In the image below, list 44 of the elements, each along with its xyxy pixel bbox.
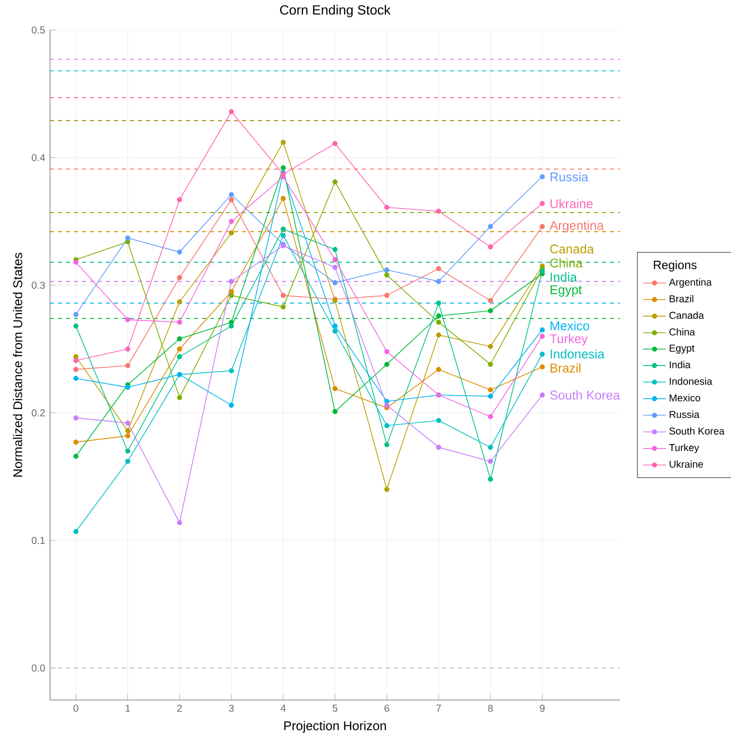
text: Brazil	[550, 363, 580, 373]
legend-label: Egypt	[670, 344, 694, 354]
y-tick-label: 0.1	[32, 536, 45, 544]
chart-title: Corn Ending Stock	[280, 4, 391, 18]
legend-label: South Korea	[669, 427, 725, 435]
y-tick-label: 0.5	[32, 26, 45, 34]
legend-label: Turkey	[669, 444, 700, 454]
legend-title: Regions	[654, 260, 697, 272]
text: Mexico	[550, 321, 590, 330]
text: Argentina	[550, 220, 604, 232]
legend-label: Russia	[670, 410, 700, 418]
text: Canada	[550, 244, 594, 254]
text: India	[550, 272, 578, 282]
legend-label: Indonesia	[670, 378, 712, 385]
text: Turkey	[550, 334, 588, 346]
x-tick-label: 0	[74, 704, 78, 712]
x-tick-label: 6	[384, 704, 390, 712]
y-tick-label: 0.0	[32, 664, 45, 672]
legend-label: Mexico	[670, 394, 700, 402]
y-tick-label: 0.2	[32, 409, 45, 416]
text: China	[550, 258, 583, 268]
text: Indonesia	[550, 349, 604, 358]
x-tick-label: 3	[228, 704, 234, 712]
text: Ukraine	[550, 198, 593, 208]
text: Egypt	[550, 285, 582, 297]
x-tick-label: 8	[488, 704, 493, 712]
y-tick-label: 0.3	[32, 282, 45, 289]
x-tick-label: 7	[436, 704, 441, 712]
legend-label: India	[670, 360, 691, 368]
x-tick-label: 4	[280, 704, 286, 712]
x-tick-label: 5	[332, 704, 338, 712]
legend-label: Canada	[669, 312, 704, 319]
x-tick-label: 2	[177, 704, 182, 712]
text: Russia	[550, 172, 588, 182]
x-tick-label: 1	[126, 704, 130, 712]
y-axis-title: Normalized Distance from United States	[12, 252, 22, 477]
legend-label: China	[669, 328, 696, 336]
legend-label: Argentina	[668, 278, 712, 288]
legend-label: Ukraine	[670, 460, 703, 468]
text: South Korea	[550, 390, 620, 400]
legend-label: Brazil	[670, 294, 694, 302]
x-axis-title: Projection Horizon	[284, 720, 386, 733]
y-tick-label: 0.4	[32, 154, 45, 162]
x-tick-label: 9	[540, 704, 545, 712]
